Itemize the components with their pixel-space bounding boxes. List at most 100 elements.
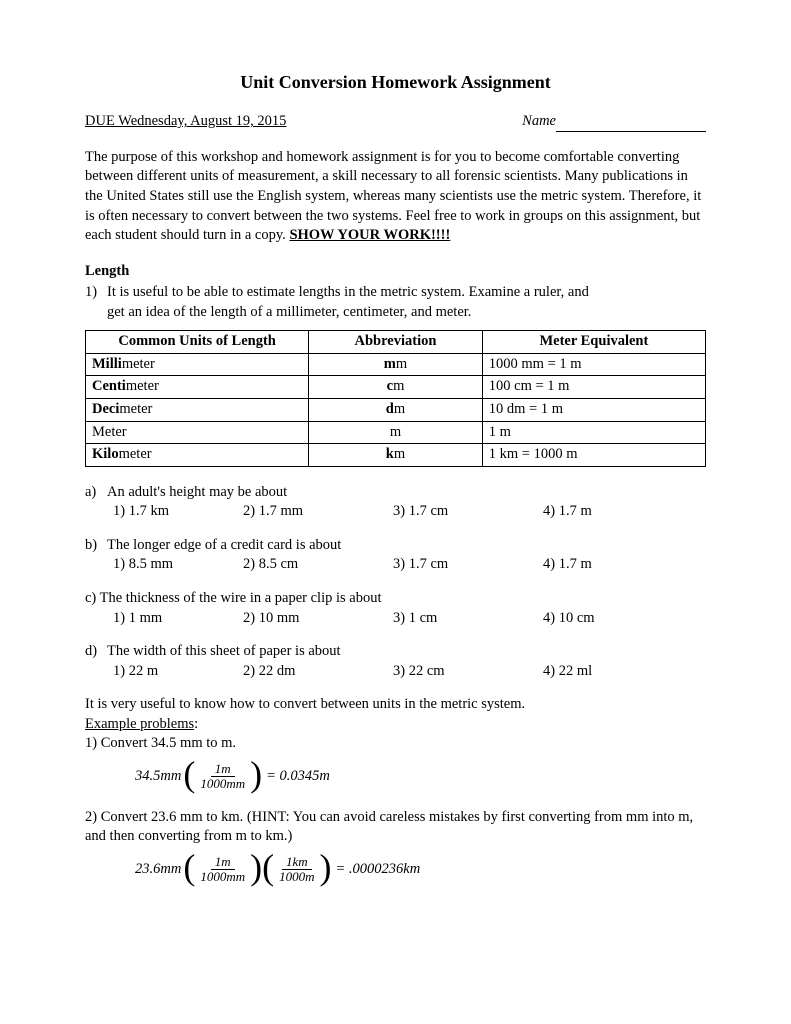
ex1-frac-group: ( 1m 1000mm )	[183, 762, 262, 792]
cell-equiv: 1 km = 1000 m	[482, 444, 705, 467]
ex2-formula: 23.6mm ( 1m 1000mm ) ( 1km 1000m ) = .00…	[85, 847, 706, 901]
ex2-label: 2) Convert 23.6 mm to km. (HINT: You can…	[85, 808, 706, 847]
page-title: Unit Conversion Homework Assignment	[85, 70, 706, 94]
qa-opt1: 1) 1.7 km	[113, 502, 243, 522]
question-1: 1)It is useful to be able to estimate le…	[85, 283, 706, 322]
qd-label: d)	[85, 642, 107, 662]
ex1-label: 1) Convert 34.5 mm to m.	[85, 734, 706, 754]
name-label: Name	[522, 113, 556, 129]
qc-label: c)	[85, 590, 96, 606]
cell-prefix: Kilo	[92, 446, 119, 462]
q1-text-line2: get an idea of the length of a millimete…	[85, 303, 706, 323]
qb-opt2: 2) 8.5 cm	[243, 555, 393, 575]
ex1-num: 1m	[211, 762, 235, 777]
qb-text: The longer edge of a credit card is abou…	[107, 537, 341, 553]
cell-prefix: Deci	[92, 401, 119, 417]
qa-opt3: 3) 1.7 cm	[393, 502, 543, 522]
cell-abbr-prefix: m	[384, 356, 396, 372]
ex2-num2: 1km	[282, 855, 312, 870]
question-d: d)The width of this sheet of paper is ab…	[85, 642, 706, 681]
paren-right: )	[250, 853, 262, 882]
table-row: Decimeter dm 10 dm = 1 m	[86, 399, 706, 422]
question-b: b)The longer edge of a credit card is ab…	[85, 536, 706, 575]
cell-abbr-prefix: k	[386, 446, 394, 462]
qa-options: 1) 1.7 km 2) 1.7 mm 3) 1.7 cm 4) 1.7 m	[85, 502, 706, 522]
ex2-frac-group2: ( 1km 1000m )	[262, 855, 331, 885]
cell-rest: meter	[119, 446, 152, 462]
qb-opt4: 4) 1.7 m	[543, 555, 643, 575]
useful-text: It is very useful to know how to convert…	[85, 695, 706, 715]
qd-opt4: 4) 22 ml	[543, 662, 643, 682]
example-problems-label: Example problems:	[85, 715, 706, 735]
question-a: a)An adult's height may be about 1) 1.7 …	[85, 483, 706, 522]
qb-options: 1) 8.5 mm 2) 8.5 cm 3) 1.7 cm 4) 1.7 m	[85, 555, 706, 575]
qc-text: The thickness of the wire in a paper cli…	[100, 590, 382, 606]
paren-right: )	[320, 853, 332, 882]
cell-abbr-rest: m	[390, 424, 401, 440]
due-date: DUE Wednesday, August 19, 2015	[85, 112, 286, 132]
ex2-frac-group1: ( 1m 1000mm )	[183, 855, 262, 885]
qa-text: An adult's height may be about	[107, 484, 287, 500]
example-label-text: Example problems	[85, 716, 194, 732]
table-header-row: Common Units of Length Abbreviation Mete…	[86, 331, 706, 354]
qa-opt4: 4) 1.7 m	[543, 502, 643, 522]
table-row: Millimeter mm 1000 mm = 1 m	[86, 353, 706, 376]
paren-left: (	[183, 760, 195, 789]
qb-opt1: 1) 8.5 mm	[113, 555, 243, 575]
cell-abbr-rest: m	[394, 446, 405, 462]
cell-equiv: 100 cm = 1 m	[482, 376, 705, 399]
cell-rest: meter	[119, 401, 152, 417]
qd-opt3: 3) 22 cm	[393, 662, 543, 682]
th-abbr: Abbreviation	[309, 331, 483, 354]
qb-label: b)	[85, 536, 107, 556]
ex1-result: = 0.0345m	[266, 767, 330, 787]
qc-opt1: 1) 1 mm	[113, 609, 243, 629]
qb-opt3: 3) 1.7 cm	[393, 555, 543, 575]
name-field: Name	[522, 112, 706, 132]
cell-abbr-prefix: d	[386, 401, 394, 417]
cell-rest: meter	[126, 378, 159, 394]
qc-options: 1) 1 mm 2) 10 mm 3) 1 cm 4) 10 cm	[85, 609, 706, 629]
ex2-frac2: 1km 1000m	[275, 855, 318, 885]
table-row: Kilometer km 1 km = 1000 m	[86, 444, 706, 467]
ex1-formula: 34.5mm ( 1m 1000mm ) = 0.0345m	[85, 754, 706, 808]
cell-equiv: 1000 mm = 1 m	[482, 353, 705, 376]
ex1-frac: 1m 1000mm	[196, 762, 249, 792]
cell-equiv: 1 m	[482, 421, 705, 444]
paren-left: (	[262, 853, 274, 882]
ex2-result: = .0000236km	[336, 860, 421, 880]
ex1-den: 1000mm	[196, 777, 249, 791]
cell-prefix: Centi	[92, 378, 126, 394]
q1-number: 1)	[85, 283, 107, 303]
qd-options: 1) 22 m 2) 22 dm 3) 22 cm 4) 22 ml	[85, 662, 706, 682]
qd-text: The width of this sheet of paper is abou…	[107, 643, 341, 659]
units-table: Common Units of Length Abbreviation Mete…	[85, 330, 706, 466]
qd-opt1: 1) 22 m	[113, 662, 243, 682]
cell-abbr-rest: m	[394, 401, 405, 417]
cell-abbr-rest: m	[393, 378, 404, 394]
qd-opt2: 2) 22 dm	[243, 662, 393, 682]
ex2-den2: 1000m	[275, 870, 318, 884]
th-equiv: Meter Equivalent	[482, 331, 705, 354]
ex2-num1: 1m	[211, 855, 235, 870]
table-row: Centimeter cm 100 cm = 1 m	[86, 376, 706, 399]
q1-text-line1: It is useful to be able to estimate leng…	[107, 284, 589, 300]
document-page: Unit Conversion Homework Assignment DUE …	[0, 0, 791, 1024]
due-name-row: DUE Wednesday, August 19, 2015 Name	[85, 112, 706, 132]
qa-label: a)	[85, 483, 107, 503]
qc-opt2: 2) 10 mm	[243, 609, 393, 629]
table-row: Meter m 1 m	[86, 421, 706, 444]
paren-left: (	[183, 853, 195, 882]
cell-rest: meter	[122, 356, 155, 372]
ex2-lead: 23.6mm	[135, 860, 181, 880]
ex1-lead: 34.5mm	[135, 767, 181, 787]
name-blank-line	[556, 131, 706, 132]
paren-right: )	[250, 760, 262, 789]
cell-prefix: Milli	[92, 356, 122, 372]
qa-opt2: 2) 1.7 mm	[243, 502, 393, 522]
ex2-frac1: 1m 1000mm	[196, 855, 249, 885]
purpose-paragraph: The purpose of this workshop and homewor…	[85, 148, 706, 246]
question-c: c) The thickness of the wire in a paper …	[85, 589, 706, 628]
show-work-text: SHOW YOUR WORK!!!!	[289, 227, 450, 243]
th-units: Common Units of Length	[86, 331, 309, 354]
